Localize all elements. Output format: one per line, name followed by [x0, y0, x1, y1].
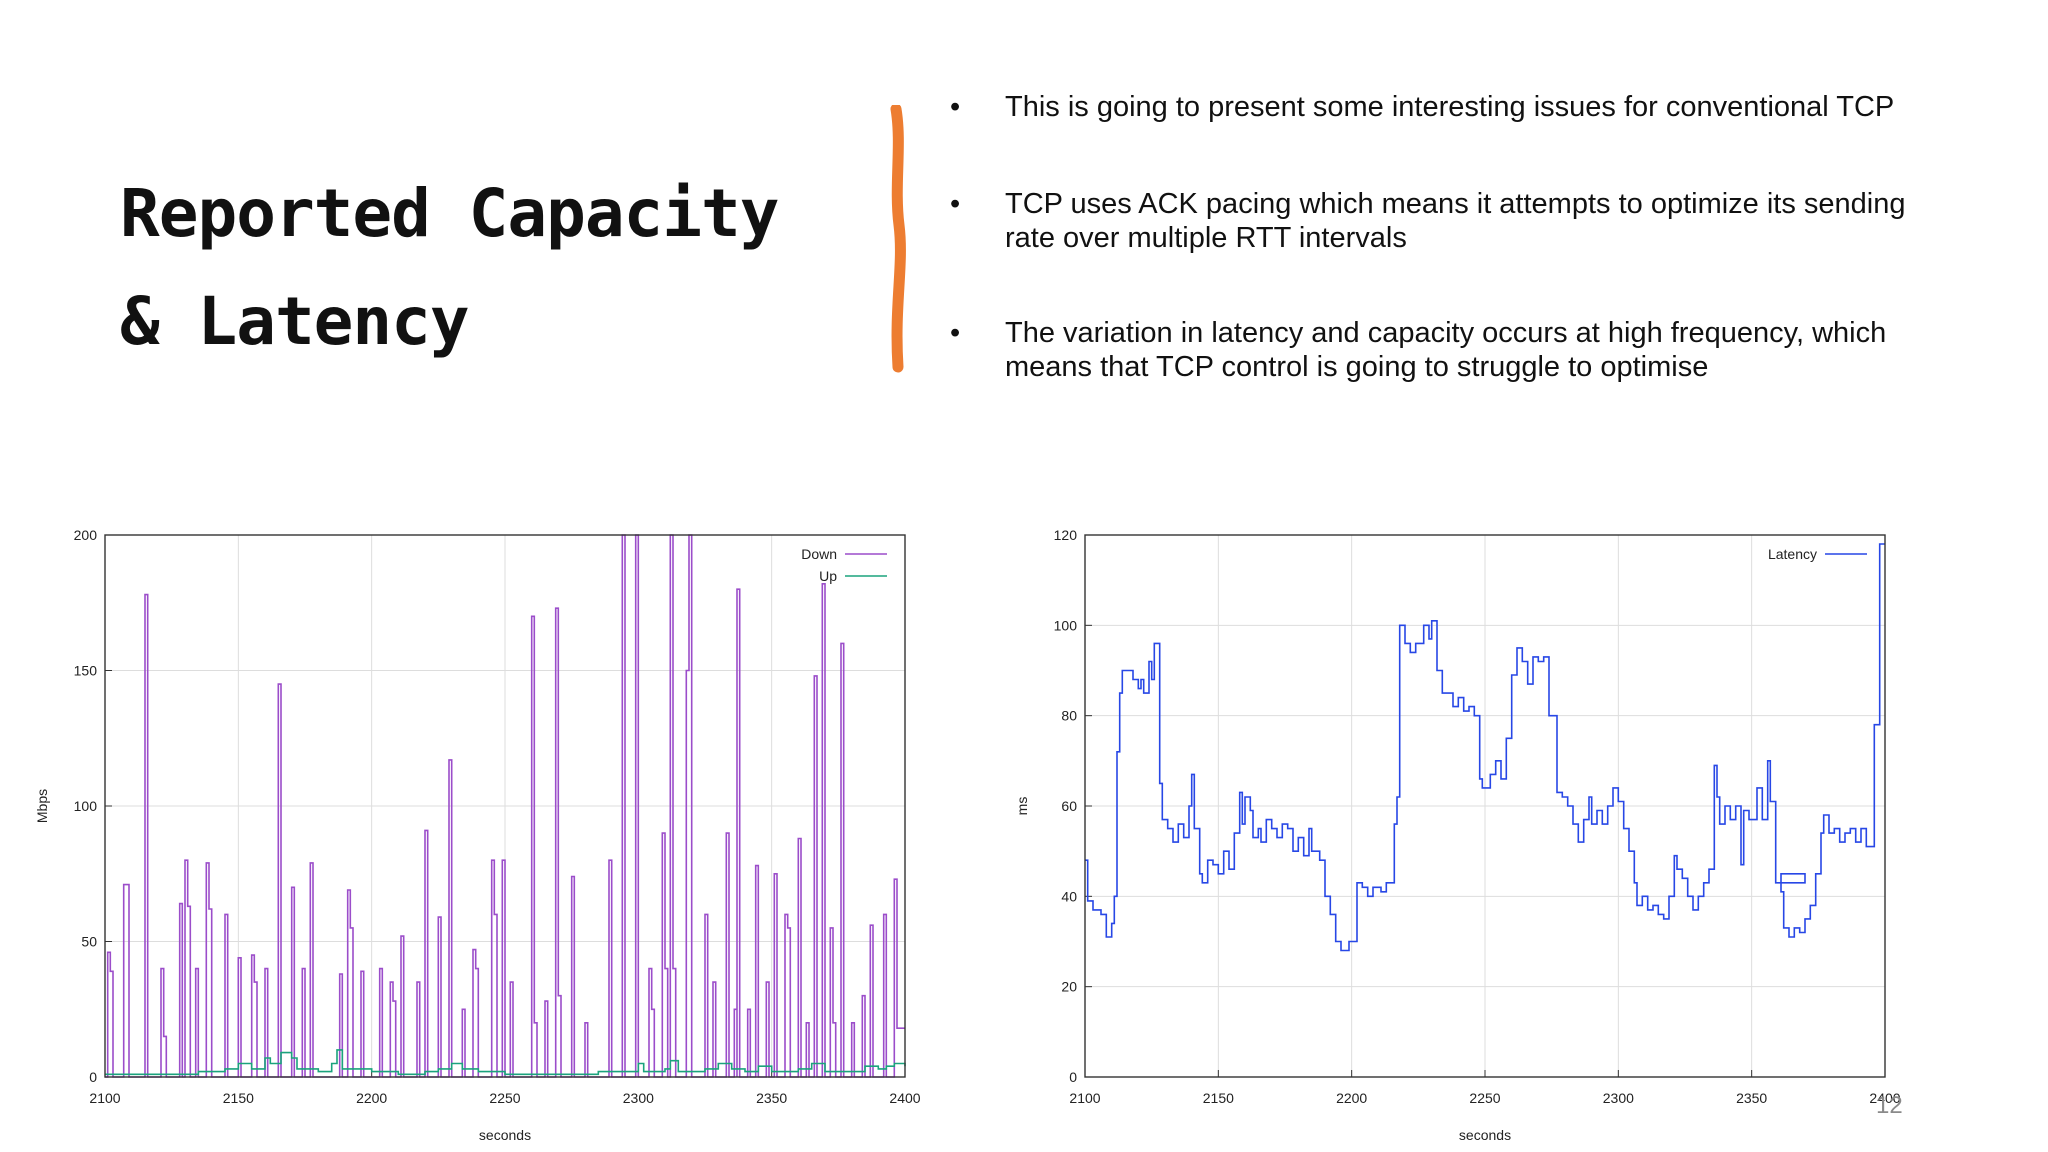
bullet-item: • The variation in latency and capacity o…	[950, 316, 1950, 384]
legend-label: Latency	[1768, 546, 1817, 562]
x-axis-label: seconds	[1459, 1127, 1511, 1140]
x-tick-label: 2250	[489, 1090, 520, 1106]
x-tick-label: 2100	[1069, 1090, 1100, 1106]
plot-frame	[104, 534, 906, 1078]
bullet-dot: •	[950, 317, 961, 349]
y-tick-label: 20	[1061, 979, 1077, 995]
y-tick-label: 100	[1054, 617, 1078, 633]
x-tick-label: 2350	[756, 1090, 787, 1106]
series-line-up	[105, 1049, 906, 1076]
x-tick-label: 2100	[89, 1090, 120, 1106]
y-tick-label: 0	[89, 1069, 97, 1085]
y-tick-label: 80	[1061, 708, 1077, 724]
bullet-dot: •	[950, 91, 961, 123]
y-axis-label: ms	[1014, 797, 1030, 816]
title-line-1: Reported Capacity	[120, 175, 780, 252]
bullet-text: The variation in latency and capacity oc…	[1005, 317, 1887, 383]
x-axis-label: seconds	[479, 1127, 531, 1140]
y-tick-label: 40	[1061, 888, 1077, 904]
x-tick-label: 2250	[1469, 1090, 1500, 1106]
bullet-list: • This is going to present some interesti…	[950, 90, 1950, 447]
y-tick-label: 50	[81, 934, 97, 950]
x-tick-label: 2350	[1736, 1090, 1767, 1106]
x-tick-label: 2200	[1336, 1090, 1367, 1106]
x-tick-label: 2150	[223, 1090, 254, 1106]
capacity-chart: 2100 2150 2200 2250 2300 2350 2400 0 50 100 150 200…	[34, 527, 920, 1140]
x-tick-label: 2300	[623, 1090, 654, 1106]
page-number: 12	[1876, 1092, 1903, 1119]
legend-label: Down	[801, 546, 837, 562]
y-tick-label: 120	[1054, 527, 1078, 543]
orange-divider	[890, 105, 906, 373]
y-axis-label: Mbps	[34, 789, 50, 823]
bullet-text: This is going to present some interestin…	[1005, 91, 1895, 123]
slide-title: Reported Capacity & Latency	[120, 160, 880, 376]
x-tick-label: 2300	[1603, 1090, 1634, 1106]
x-tick-label: 2150	[1203, 1090, 1234, 1106]
y-tick-label: 200	[74, 527, 98, 543]
bullet-item: • This is going to present some interesti…	[950, 90, 1950, 124]
series-line-latency	[1085, 543, 1885, 952]
bullet-text: TCP uses ACK pacing which means it attem…	[1005, 188, 1906, 254]
bullet-item: • TCP uses ACK pacing which means it atte…	[950, 187, 1950, 255]
latency-chart: 2100 2150 2200 2250 2300 2350 2400 0 20 40 60 80 100…	[1014, 527, 1900, 1140]
legend-label: Up	[819, 568, 837, 584]
y-tick-label: 60	[1061, 798, 1077, 814]
x-tick-label: 2200	[356, 1090, 387, 1106]
y-tick-label: 150	[74, 663, 98, 679]
x-tick-label: 2400	[1869, 1090, 1900, 1106]
title-line-2: & Latency	[120, 283, 470, 360]
y-tick-label: 0	[1069, 1069, 1077, 1085]
x-tick-label: 2400	[889, 1090, 920, 1106]
bullet-dot: •	[950, 188, 961, 220]
plot-frame	[1084, 534, 1886, 1078]
y-tick-label: 100	[74, 798, 98, 814]
